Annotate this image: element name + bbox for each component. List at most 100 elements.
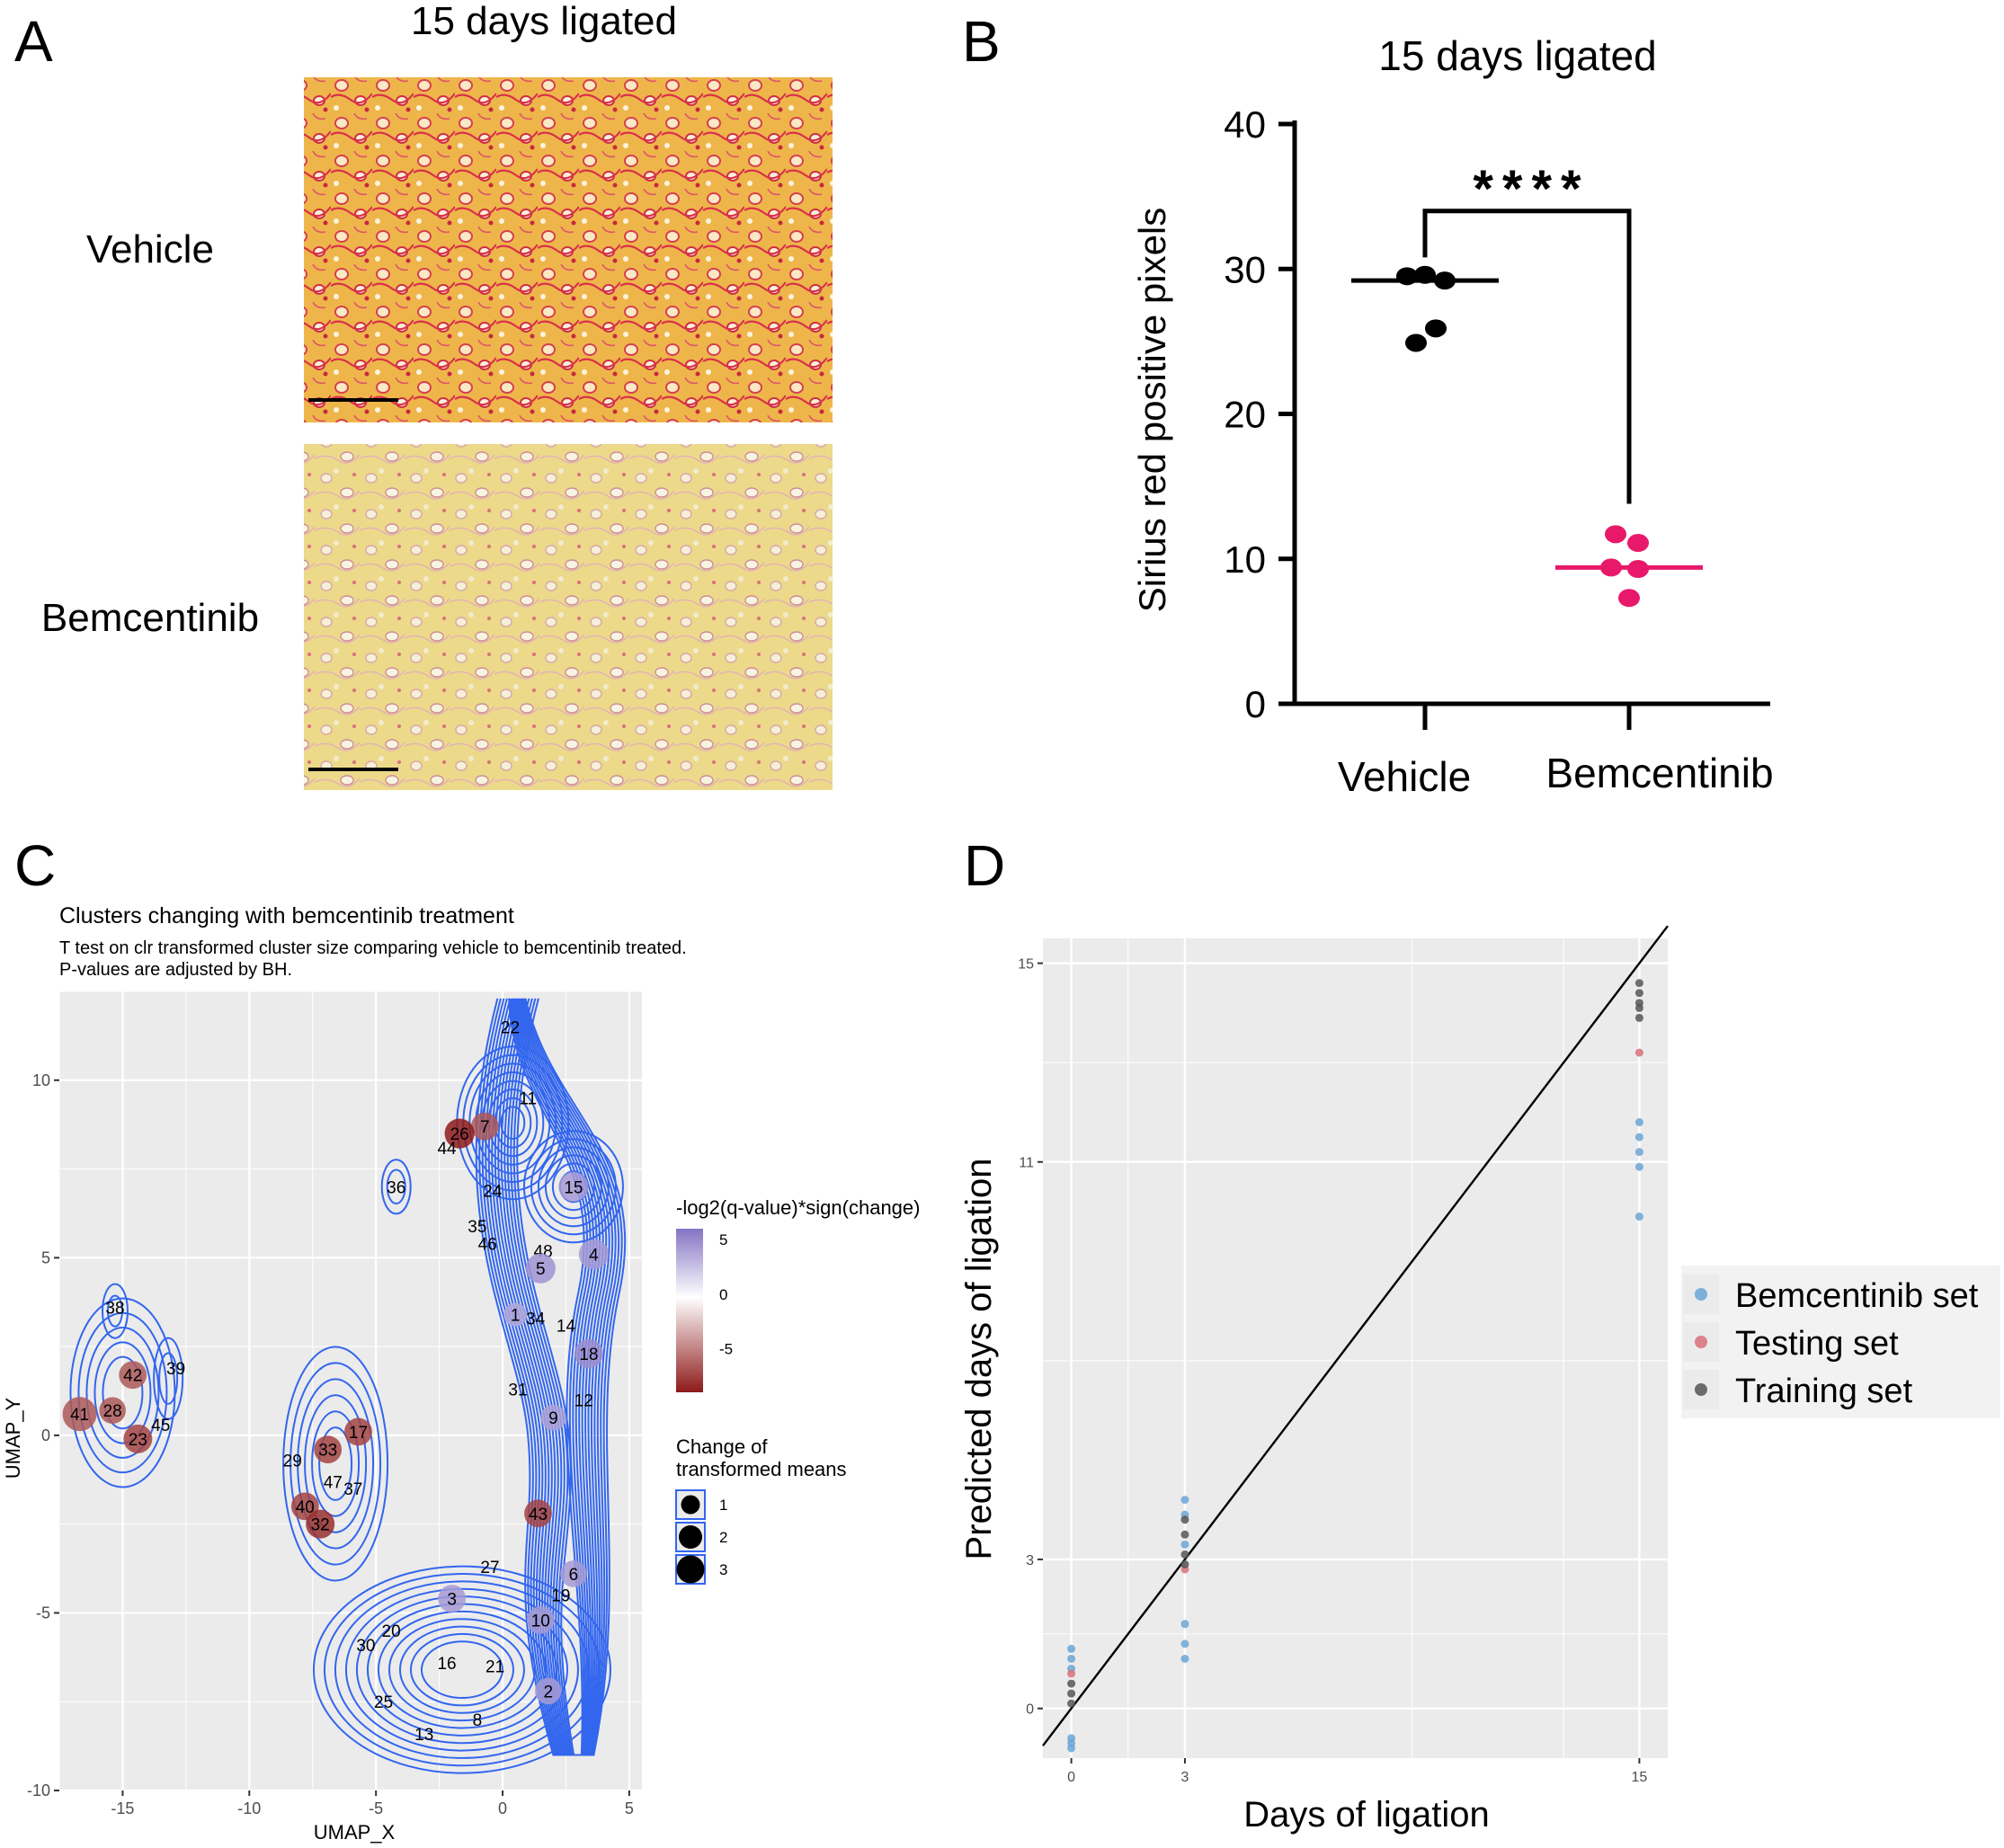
- mid-cluster-contour: [289, 1362, 382, 1566]
- color-legend-title: -log2(q-value)*sign(change): [676, 1196, 920, 1219]
- cluster-label-3: 3: [447, 1591, 457, 1610]
- point-bemcentinib-set: [1634, 1148, 1643, 1157]
- main-band-contour: [475, 998, 627, 1756]
- size-legend-title-line-2: transformed means: [676, 1458, 847, 1480]
- point-vehicle: [1414, 265, 1436, 284]
- d-legend-key-dot: [1695, 1336, 1707, 1348]
- point-bemcentinib-set: [1180, 1540, 1189, 1549]
- cluster-marker-42: [119, 1361, 147, 1390]
- c-y-tick-label: 10: [32, 1071, 50, 1089]
- point-training-set: [1634, 1003, 1643, 1012]
- color-legend-tick-label: 0: [719, 1286, 727, 1303]
- cluster-label-8: 8: [473, 1711, 483, 1730]
- panel-b: B 15 days ligated Sirius red positive pi…: [962, 9, 1774, 800]
- cluster-38-contour: [106, 1294, 123, 1328]
- point-bemcentinib-set: [1180, 1620, 1189, 1629]
- panel-d-legend: Bemcentinib set Testing set Training set: [1681, 1266, 2000, 1418]
- cluster-36-contour: [386, 1168, 406, 1205]
- cluster-label-7: 7: [480, 1118, 490, 1137]
- point-training-set: [1180, 1559, 1189, 1568]
- mid-cluster-contour: [304, 1394, 368, 1533]
- point-vehicle: [1405, 333, 1427, 352]
- b-y-tick-label: 20: [1224, 394, 1266, 436]
- panel-d-plot-area: [1043, 938, 1668, 1758]
- lower-mass-contour: [409, 1632, 514, 1707]
- bemcentinib-histology-image: [304, 444, 833, 790]
- c-x-tick-label: 0: [498, 1799, 507, 1817]
- main-band-contour: [478, 998, 623, 1756]
- d-legend-background: [1681, 1266, 2000, 1418]
- cluster-label-47: 47: [324, 1473, 343, 1492]
- cluster-marker-7: [470, 1112, 499, 1141]
- lower-mass-contour: [398, 1625, 525, 1714]
- d-legend-label-training-set: Training set: [1735, 1373, 1913, 1410]
- cluster-label-15: 15: [564, 1178, 583, 1197]
- cluster-marker-28: [99, 1397, 126, 1425]
- point-bemcentinib-set: [1634, 1133, 1643, 1142]
- b-x-tick-label-vehicle: Vehicle: [1338, 753, 1471, 800]
- point-vehicle: [1396, 267, 1418, 286]
- point-training-set: [1067, 1679, 1076, 1688]
- point-bemcentinib-set: [1067, 1654, 1076, 1663]
- b-y-tick-label: 40: [1224, 103, 1266, 146]
- size-legend-title-line-1: Change of: [676, 1435, 768, 1458]
- point-bemcentinib-set: [1634, 1118, 1643, 1127]
- point-bemcentinib-set: [1634, 1162, 1643, 1171]
- point-bemcentinib-set: [1067, 1744, 1076, 1753]
- cluster-label-34: 34: [526, 1310, 546, 1329]
- cluster-marker-41: [62, 1397, 97, 1432]
- panel-c-subtitle: T test on clr transformed cluster size c…: [59, 938, 687, 958]
- cluster-label-45: 45: [151, 1417, 170, 1435]
- size-legend-label: 1: [719, 1497, 727, 1514]
- d-y-tick-label: 11: [1019, 1156, 1034, 1171]
- panel-d-letter: D: [964, 833, 1005, 898]
- cluster-label-39: 39: [166, 1360, 185, 1379]
- significance-bracket: [1422, 209, 1632, 504]
- panel-c-subtitle-2: P-values are adjusted by BH.: [59, 960, 292, 980]
- c-x-tick-label: -10: [237, 1799, 261, 1817]
- left-cluster-contour: [102, 1355, 144, 1430]
- cluster-marker-15: [558, 1171, 589, 1202]
- panel-d-x-axis-title: Days of ligation: [1243, 1795, 1489, 1835]
- panel-c-axis-ticks: -15 -10 -5 0 5 -10 -5 0 5 10: [27, 1071, 634, 1817]
- cluster-marker-1: [503, 1302, 528, 1327]
- cluster-label-23: 23: [129, 1431, 147, 1450]
- cluster-label-29: 29: [283, 1453, 302, 1471]
- left-cluster-contour: [85, 1327, 160, 1459]
- c-x-tick-label: 5: [625, 1799, 634, 1817]
- d-x-tick-label: 15: [1632, 1770, 1648, 1785]
- cluster-marker-17: [344, 1417, 372, 1446]
- panel-c-letter: C: [14, 833, 56, 898]
- panel-d: D 0 3 15 0 3 11 15 Days of ligation Predicted …: [959, 833, 2000, 1835]
- point-training-set: [1634, 989, 1643, 998]
- cluster-label-33: 33: [318, 1442, 337, 1461]
- panel-a: A 15 days ligated Vehicle Bemcentinib: [14, 0, 833, 790]
- cluster-label-28: 28: [103, 1402, 122, 1421]
- d-x-tick-label: 0: [1067, 1770, 1075, 1785]
- b-y-tick-label: 0: [1245, 683, 1266, 725]
- panel-b-points: [1351, 265, 1703, 608]
- cluster-label-26: 26: [450, 1125, 469, 1144]
- c-y-tick-label: -10: [27, 1781, 50, 1799]
- panel-b-x-ticks: Vehicle Bemcentinib: [1338, 704, 1774, 800]
- vehicle-histology-image: [304, 77, 833, 422]
- cluster-label-21: 21: [485, 1658, 504, 1677]
- cluster-label-46: 46: [478, 1236, 497, 1255]
- density-contours: [69, 998, 627, 1774]
- b-x-tick-label-bemcentinib: Bemcentinib: [1545, 750, 1773, 796]
- d-legend-label-bemcentinib-set: Bemcentinib set: [1735, 1277, 1979, 1315]
- cluster-label-25: 25: [374, 1693, 393, 1712]
- cluster-label-12: 12: [574, 1391, 593, 1410]
- d-y-tick-label: 0: [1026, 1702, 1034, 1718]
- d-legend-key-dot: [1695, 1288, 1707, 1301]
- identity-reference-line: [1042, 925, 1669, 1746]
- panel-a-title: 15 days ligated: [411, 0, 677, 43]
- panel-d-y-axis-title: Predicted days of ligation: [959, 1159, 999, 1560]
- cluster-label-42: 42: [123, 1367, 142, 1386]
- panel-b-y-ticks: 0 10 20 30 40: [1224, 103, 1295, 725]
- cluster-label-18: 18: [579, 1346, 598, 1364]
- point-training-set: [1634, 1013, 1643, 1022]
- color-legend-tick-label: 5: [719, 1231, 727, 1248]
- cluster-label-31: 31: [508, 1382, 527, 1400]
